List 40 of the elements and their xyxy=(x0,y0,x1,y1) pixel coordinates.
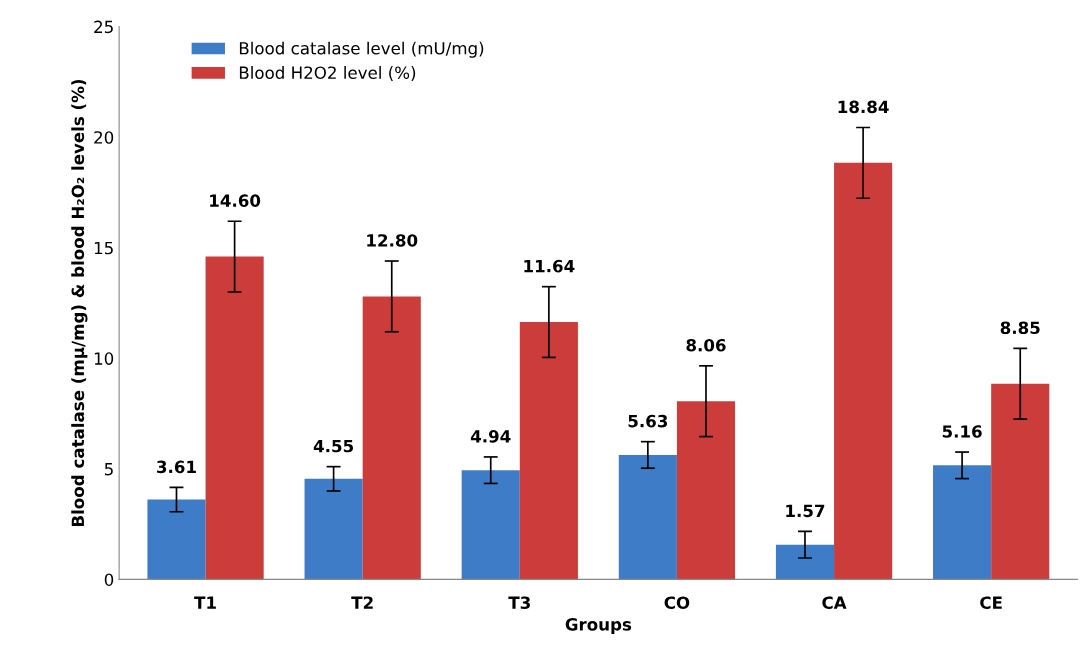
data-label: 4.94 xyxy=(470,430,511,443)
data-label: 4.55 xyxy=(313,439,353,453)
x-tick-label: T1 xyxy=(194,596,216,609)
data-label: 18.84 xyxy=(838,100,889,114)
bar xyxy=(834,162,893,580)
y-tick-label: 5 xyxy=(104,463,113,476)
y-tick-label: 20 xyxy=(94,131,114,144)
bar xyxy=(933,465,992,580)
y-tick-label: 25 xyxy=(94,20,113,34)
bar xyxy=(362,296,421,580)
y-tick-label: 15 xyxy=(94,241,113,255)
y-tick-label: 10 xyxy=(94,352,114,365)
y-axis-title: Blood catalase (mμ/mg) & blood H₂O₂ levels (%) xyxy=(71,79,88,527)
data-label: 11.64 xyxy=(524,259,575,273)
legend-label: Blood catalase level (mU/mg) xyxy=(239,41,484,58)
data-label: 14.60 xyxy=(210,194,261,207)
bar xyxy=(304,478,363,580)
bar xyxy=(991,383,1050,580)
data-label: 8.85 xyxy=(1000,321,1040,335)
data-label: 1.57 xyxy=(786,504,825,518)
bar xyxy=(461,470,520,580)
bar xyxy=(519,322,578,580)
x-tick-label: T3 xyxy=(508,596,530,609)
x-tick-label: CA xyxy=(822,596,847,609)
bar xyxy=(618,454,677,580)
x-axis-title: Groups xyxy=(565,618,632,634)
data-label: 5.63 xyxy=(628,414,668,428)
x-tick-label: CO xyxy=(664,596,690,609)
legend-label: Blood H2O2 level (%) xyxy=(239,66,416,81)
data-label: 5.16 xyxy=(942,425,982,438)
data-label: 12.80 xyxy=(367,234,418,247)
bar xyxy=(676,401,736,580)
data-label: 8.06 xyxy=(686,338,726,352)
bar xyxy=(775,544,835,580)
bar xyxy=(147,499,206,580)
y-tick-label: 0 xyxy=(104,573,114,586)
data-label: 3.61 xyxy=(157,460,196,474)
bar xyxy=(205,256,264,580)
x-tick-label: CE xyxy=(980,596,1002,609)
x-tick-label: T2 xyxy=(351,596,373,609)
